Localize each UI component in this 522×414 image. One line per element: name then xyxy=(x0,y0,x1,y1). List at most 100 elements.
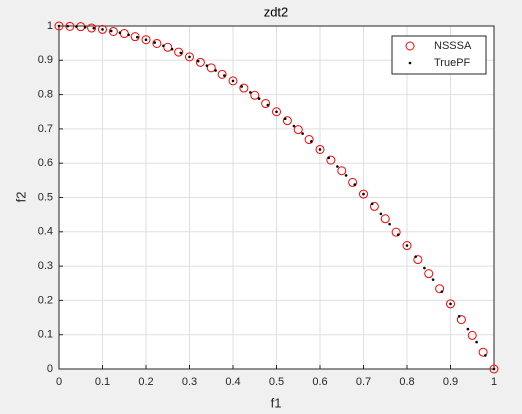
marker-circle xyxy=(206,63,216,73)
marker-dot xyxy=(136,35,139,39)
marker-dot xyxy=(153,41,156,44)
marker-circle xyxy=(98,24,107,34)
y-tick-label: 1 xyxy=(47,20,53,32)
marker-dot xyxy=(92,26,96,30)
legend-label: NSSSA xyxy=(434,40,472,52)
marker-dot xyxy=(292,124,296,128)
marker-dot xyxy=(179,51,183,55)
marker-dot xyxy=(240,85,243,88)
marker-circle xyxy=(304,135,314,145)
x-tick-label: 0.8 xyxy=(399,376,414,388)
marker-circle xyxy=(489,364,499,374)
marker-circle xyxy=(272,107,281,117)
y-tick-label: 0.5 xyxy=(38,191,53,203)
marker-dot xyxy=(405,244,409,247)
marker-dot xyxy=(188,55,191,59)
marker-dot xyxy=(408,61,412,65)
marker-circle xyxy=(163,42,173,52)
marker-circle xyxy=(456,315,466,325)
marker-dot xyxy=(257,97,261,100)
y-tick-label: 0.3 xyxy=(38,260,53,272)
marker-dot xyxy=(370,202,374,206)
marker-circle xyxy=(108,26,118,36)
marker-dot xyxy=(440,290,444,293)
marker-circle xyxy=(369,201,379,211)
marker-circle xyxy=(185,52,194,62)
marker-dot xyxy=(336,165,339,168)
marker-circle xyxy=(424,269,434,279)
x-tick-label: 0.3 xyxy=(182,376,197,388)
marker-circle xyxy=(282,116,292,126)
x-axis-label: f1 xyxy=(271,395,282,410)
marker-dot xyxy=(283,117,287,121)
marker-circle xyxy=(359,189,368,199)
marker-circle xyxy=(467,330,477,340)
marker-dot xyxy=(266,103,270,107)
marker-dot xyxy=(388,222,391,226)
marker-dot xyxy=(109,29,113,33)
marker-circle xyxy=(217,69,227,79)
marker-dot xyxy=(379,212,383,216)
y-tick-label: 0.8 xyxy=(38,89,53,101)
marker-circle xyxy=(65,21,75,31)
y-tick-label: 0.9 xyxy=(38,54,53,66)
x-tick-label: 0.6 xyxy=(312,376,327,388)
x-tick-label: 0.2 xyxy=(138,376,153,388)
marker-dot xyxy=(144,38,148,42)
marker-dot xyxy=(353,183,357,186)
marker-dot xyxy=(205,64,209,67)
marker-dot xyxy=(466,327,470,331)
marker-circle xyxy=(446,299,455,309)
marker-dot xyxy=(231,79,235,83)
x-tick-label: 0.5 xyxy=(269,376,284,388)
marker-circle xyxy=(54,21,64,31)
marker-circle xyxy=(405,41,415,51)
marker-dot xyxy=(423,266,426,270)
marker-dot xyxy=(170,47,174,51)
legend-label: TruePF xyxy=(434,57,471,69)
marker-circle xyxy=(87,23,97,33)
marker-dot xyxy=(301,132,304,135)
marker-dot xyxy=(66,24,69,28)
marker-circle xyxy=(152,38,162,48)
marker-dot xyxy=(431,278,435,281)
marker-dot xyxy=(492,367,496,371)
marker-circle xyxy=(348,177,358,187)
y-tick-label: 0.4 xyxy=(38,226,53,238)
y-tick-label: 0.2 xyxy=(38,294,53,306)
marker-dot xyxy=(318,148,322,151)
marker-dot xyxy=(484,354,487,357)
marker-circle xyxy=(195,57,205,67)
chart-title: zdt2 xyxy=(264,4,289,19)
y-tick-label: 0 xyxy=(47,363,53,375)
marker-dot xyxy=(414,255,418,258)
marker-circle xyxy=(141,35,151,45)
marker-dot xyxy=(214,69,217,72)
marker-dot xyxy=(449,302,452,306)
marker-dot xyxy=(327,156,331,160)
marker-dot xyxy=(57,24,61,28)
marker-circle xyxy=(337,166,347,176)
marker-dot xyxy=(101,28,104,31)
marker-circle xyxy=(261,99,271,109)
x-tick-label: 0.1 xyxy=(95,376,110,388)
marker-circle xyxy=(130,32,140,42)
marker-dot xyxy=(362,192,365,196)
y-tick-label: 0.1 xyxy=(38,329,53,341)
marker-dot xyxy=(127,33,130,37)
marker-dot xyxy=(275,110,278,114)
marker-circle xyxy=(239,83,249,93)
marker-dot xyxy=(83,25,87,29)
marker-circle xyxy=(402,241,412,251)
marker-dot xyxy=(310,140,313,143)
marker-dot xyxy=(223,74,226,77)
marker-circle xyxy=(435,284,445,294)
y-tick-label: 0.6 xyxy=(38,157,53,169)
marker-dot xyxy=(475,340,478,344)
x-tick-label: 1 xyxy=(491,376,497,388)
marker-dot xyxy=(162,44,165,48)
marker-circle xyxy=(228,76,238,86)
marker-dot xyxy=(75,25,78,28)
marker-dot xyxy=(457,315,461,318)
